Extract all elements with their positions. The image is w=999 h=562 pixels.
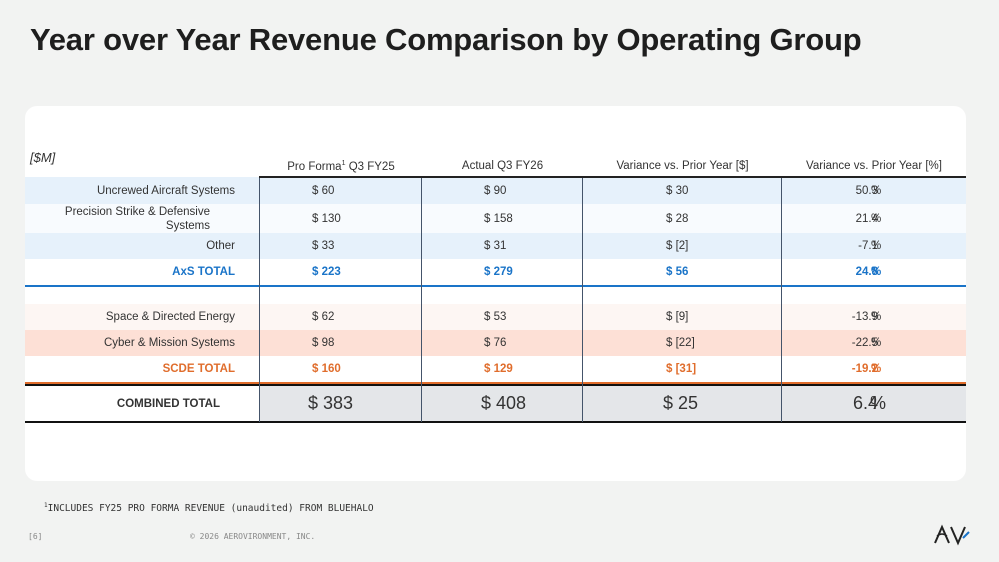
table-row-psds: Precision Strike & Defensive Systems $ 1… <box>25 204 966 233</box>
cell-pro-forma: $ 160 <box>312 363 341 375</box>
cell-actual: $ 31 <box>484 240 507 252</box>
av-logo-icon <box>934 524 970 546</box>
cell-variance-pct: -13.9 <box>851 311 878 323</box>
table-row-other: Other $ 33 $ 31 $ [2] -7.1 % <box>25 233 966 259</box>
av-logo: AV <box>933 524 971 551</box>
cell-variance-pct: 24.8 <box>855 266 878 278</box>
cell-variance-dollar: $ [9] <box>666 311 689 323</box>
cell-variance-dollar: $ 25 <box>663 393 699 413</box>
cell-pro-forma: $ 60 <box>312 184 335 197</box>
cell-pro-forma: $ 98 <box>312 337 335 349</box>
percent-sign: % <box>871 266 882 278</box>
combined-bottom-rule <box>25 421 966 423</box>
combined-top-rule <box>25 384 966 386</box>
cell-variance-dollar: $ 56 <box>666 266 689 278</box>
footnote: 1INCLUDES FY25 PRO FORMA REVENUE (unaudi… <box>44 502 374 515</box>
cell-variance-dollar: $ [22] <box>666 337 695 349</box>
percent-sign: % <box>871 363 882 375</box>
unit-label: [$M] <box>30 150 56 165</box>
percent-sign: % <box>870 393 887 413</box>
row-label: SCDE TOTAL <box>162 363 235 375</box>
cell-actual: $ 158 <box>484 212 513 225</box>
cell-variance-pct: -22.5 <box>851 337 878 349</box>
cell-variance-pct: 50.3 <box>855 184 878 197</box>
cell-pro-forma: $ 33 <box>312 240 335 252</box>
table-row-uas: Uncrewed Aircraft Systems $ 60 $ 90 $ 30… <box>25 177 966 204</box>
cell-actual: $ 53 <box>484 311 507 323</box>
row-label: AxS TOTAL <box>172 266 235 278</box>
percent-sign: % <box>871 337 882 349</box>
cell-pro-forma: $ 223 <box>312 266 341 278</box>
page-title: Year over Year Revenue Comparison by Ope… <box>30 22 862 57</box>
cell-variance-pct: -19.2 <box>851 363 878 375</box>
header-variance-pct: Variance vs. Prior Year [%] <box>806 160 942 172</box>
table-row-axs-total: AxS TOTAL $ 223 $ 279 $ 56 24.8 % <box>25 259 966 285</box>
cell-pro-forma: $ 130 <box>312 212 341 225</box>
cell-pro-forma: $ 383 <box>308 393 354 413</box>
combined-shading <box>260 386 966 421</box>
header-pro-forma: Pro Forma1 Q3 FY25 <box>287 160 395 173</box>
header-actual: Actual Q3 FY26 <box>461 160 544 172</box>
header-variance-dollar: Variance vs. Prior Year [$] <box>616 160 749 172</box>
scde-divider <box>25 382 966 384</box>
cell-variance-dollar: $ [2] <box>666 240 689 252</box>
row-label: Other <box>206 240 235 252</box>
cell-variance-pct: 6.4 <box>852 393 878 413</box>
cell-variance-pct: 21.4 <box>855 212 878 225</box>
row-label: COMBINED TOTAL <box>116 397 220 410</box>
cell-variance-dollar: $ [31] <box>666 363 697 375</box>
table-row-scde-total: SCDE TOTAL $ 160 $ 129 $ [31] -19.2 % <box>25 356 966 382</box>
cell-actual: $ 90 <box>484 184 507 197</box>
column-divider <box>421 177 422 422</box>
percent-sign: % <box>871 184 882 197</box>
table-row-sde: Space & Directed Energy $ 62 $ 53 $ [9] … <box>25 304 966 330</box>
column-divider <box>582 177 583 422</box>
cell-actual: $ 279 <box>484 266 513 278</box>
cell-actual: $ 129 <box>484 363 513 375</box>
table-row-combined-total: COMBINED TOTAL $ 383 $ 408 $ 25 6.4 % <box>25 386 966 421</box>
cell-actual: $ 76 <box>484 337 507 349</box>
table-row-cms: Cyber & Mission Systems $ 98 $ 76 $ [22]… <box>25 330 966 356</box>
column-divider <box>259 177 260 422</box>
row-label: Uncrewed Aircraft Systems <box>96 184 235 197</box>
row-label: Space & Directed Energy <box>105 311 235 323</box>
header-rule <box>259 176 966 178</box>
percent-sign: % <box>871 212 882 225</box>
axs-divider <box>25 285 966 287</box>
row-label: Cyber & Mission Systems <box>103 337 235 349</box>
cell-variance-pct: -7.1 <box>858 240 878 252</box>
cell-pro-forma: $ 62 <box>312 311 335 323</box>
cell-variance-dollar: $ 28 <box>666 212 689 225</box>
copyright: © 2026 AEROVIRONMENT, INC. <box>190 532 316 541</box>
row-label: Precision Strike & Defensive Systems <box>64 205 210 232</box>
cell-actual: $ 408 <box>481 393 527 413</box>
column-divider <box>781 177 782 422</box>
page-number: [6] <box>28 532 43 541</box>
cell-variance-dollar: $ 30 <box>666 184 689 197</box>
percent-sign: % <box>871 311 882 323</box>
percent-sign: % <box>871 240 882 252</box>
